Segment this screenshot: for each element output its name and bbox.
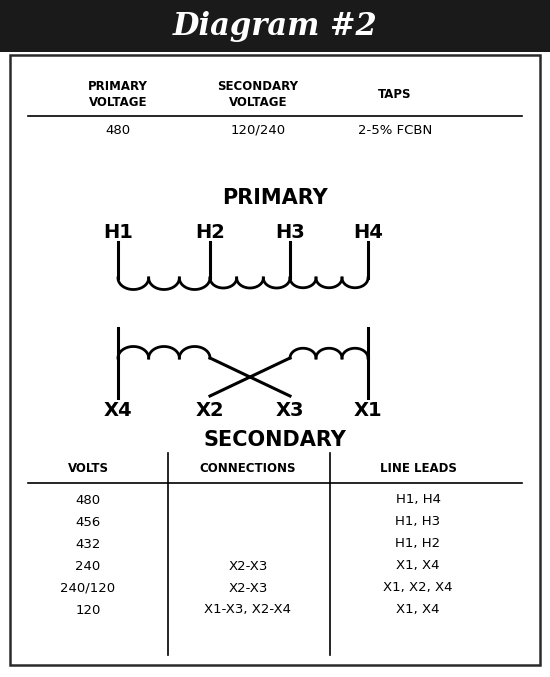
Text: X2-X3: X2-X3 xyxy=(228,559,268,573)
Text: X2: X2 xyxy=(196,401,224,420)
Text: 2-5% FCBN: 2-5% FCBN xyxy=(358,123,432,137)
Text: VOLTS: VOLTS xyxy=(68,462,108,475)
Text: 240: 240 xyxy=(75,559,101,573)
Text: X4: X4 xyxy=(104,401,133,420)
Text: SECONDARY: SECONDARY xyxy=(204,430,346,450)
Text: H3: H3 xyxy=(275,223,305,242)
Text: X1, X4: X1, X4 xyxy=(396,603,440,617)
Text: H1, H4: H1, H4 xyxy=(395,494,441,506)
Text: CONNECTIONS: CONNECTIONS xyxy=(200,462,296,475)
Text: 480: 480 xyxy=(106,123,130,137)
Text: 120/240: 120/240 xyxy=(230,123,285,137)
Text: X2-X3: X2-X3 xyxy=(228,582,268,594)
Text: Diagram #2: Diagram #2 xyxy=(173,11,377,41)
Text: H4: H4 xyxy=(353,223,383,242)
Text: PRIMARY: PRIMARY xyxy=(222,188,328,208)
Text: 240/120: 240/120 xyxy=(60,582,116,594)
Text: X1-X3, X2-X4: X1-X3, X2-X4 xyxy=(205,603,292,617)
Text: X1, X2, X4: X1, X2, X4 xyxy=(383,582,453,594)
Text: H2: H2 xyxy=(195,223,225,242)
Text: 480: 480 xyxy=(75,494,101,506)
Text: H1: H1 xyxy=(103,223,133,242)
Bar xyxy=(0,0,550,52)
Text: H1, H3: H1, H3 xyxy=(395,515,441,529)
Text: 120: 120 xyxy=(75,603,101,617)
Text: LINE LEADS: LINE LEADS xyxy=(379,462,456,475)
Text: TAPS: TAPS xyxy=(378,87,412,100)
Text: 432: 432 xyxy=(75,538,101,550)
Text: X3: X3 xyxy=(276,401,304,420)
Text: SECONDARY
VOLTAGE: SECONDARY VOLTAGE xyxy=(217,79,299,108)
Text: X1: X1 xyxy=(354,401,382,420)
Text: PRIMARY
VOLTAGE: PRIMARY VOLTAGE xyxy=(88,79,148,108)
Text: 456: 456 xyxy=(75,515,101,529)
Text: X1, X4: X1, X4 xyxy=(396,559,440,573)
Text: H1, H2: H1, H2 xyxy=(395,538,441,550)
